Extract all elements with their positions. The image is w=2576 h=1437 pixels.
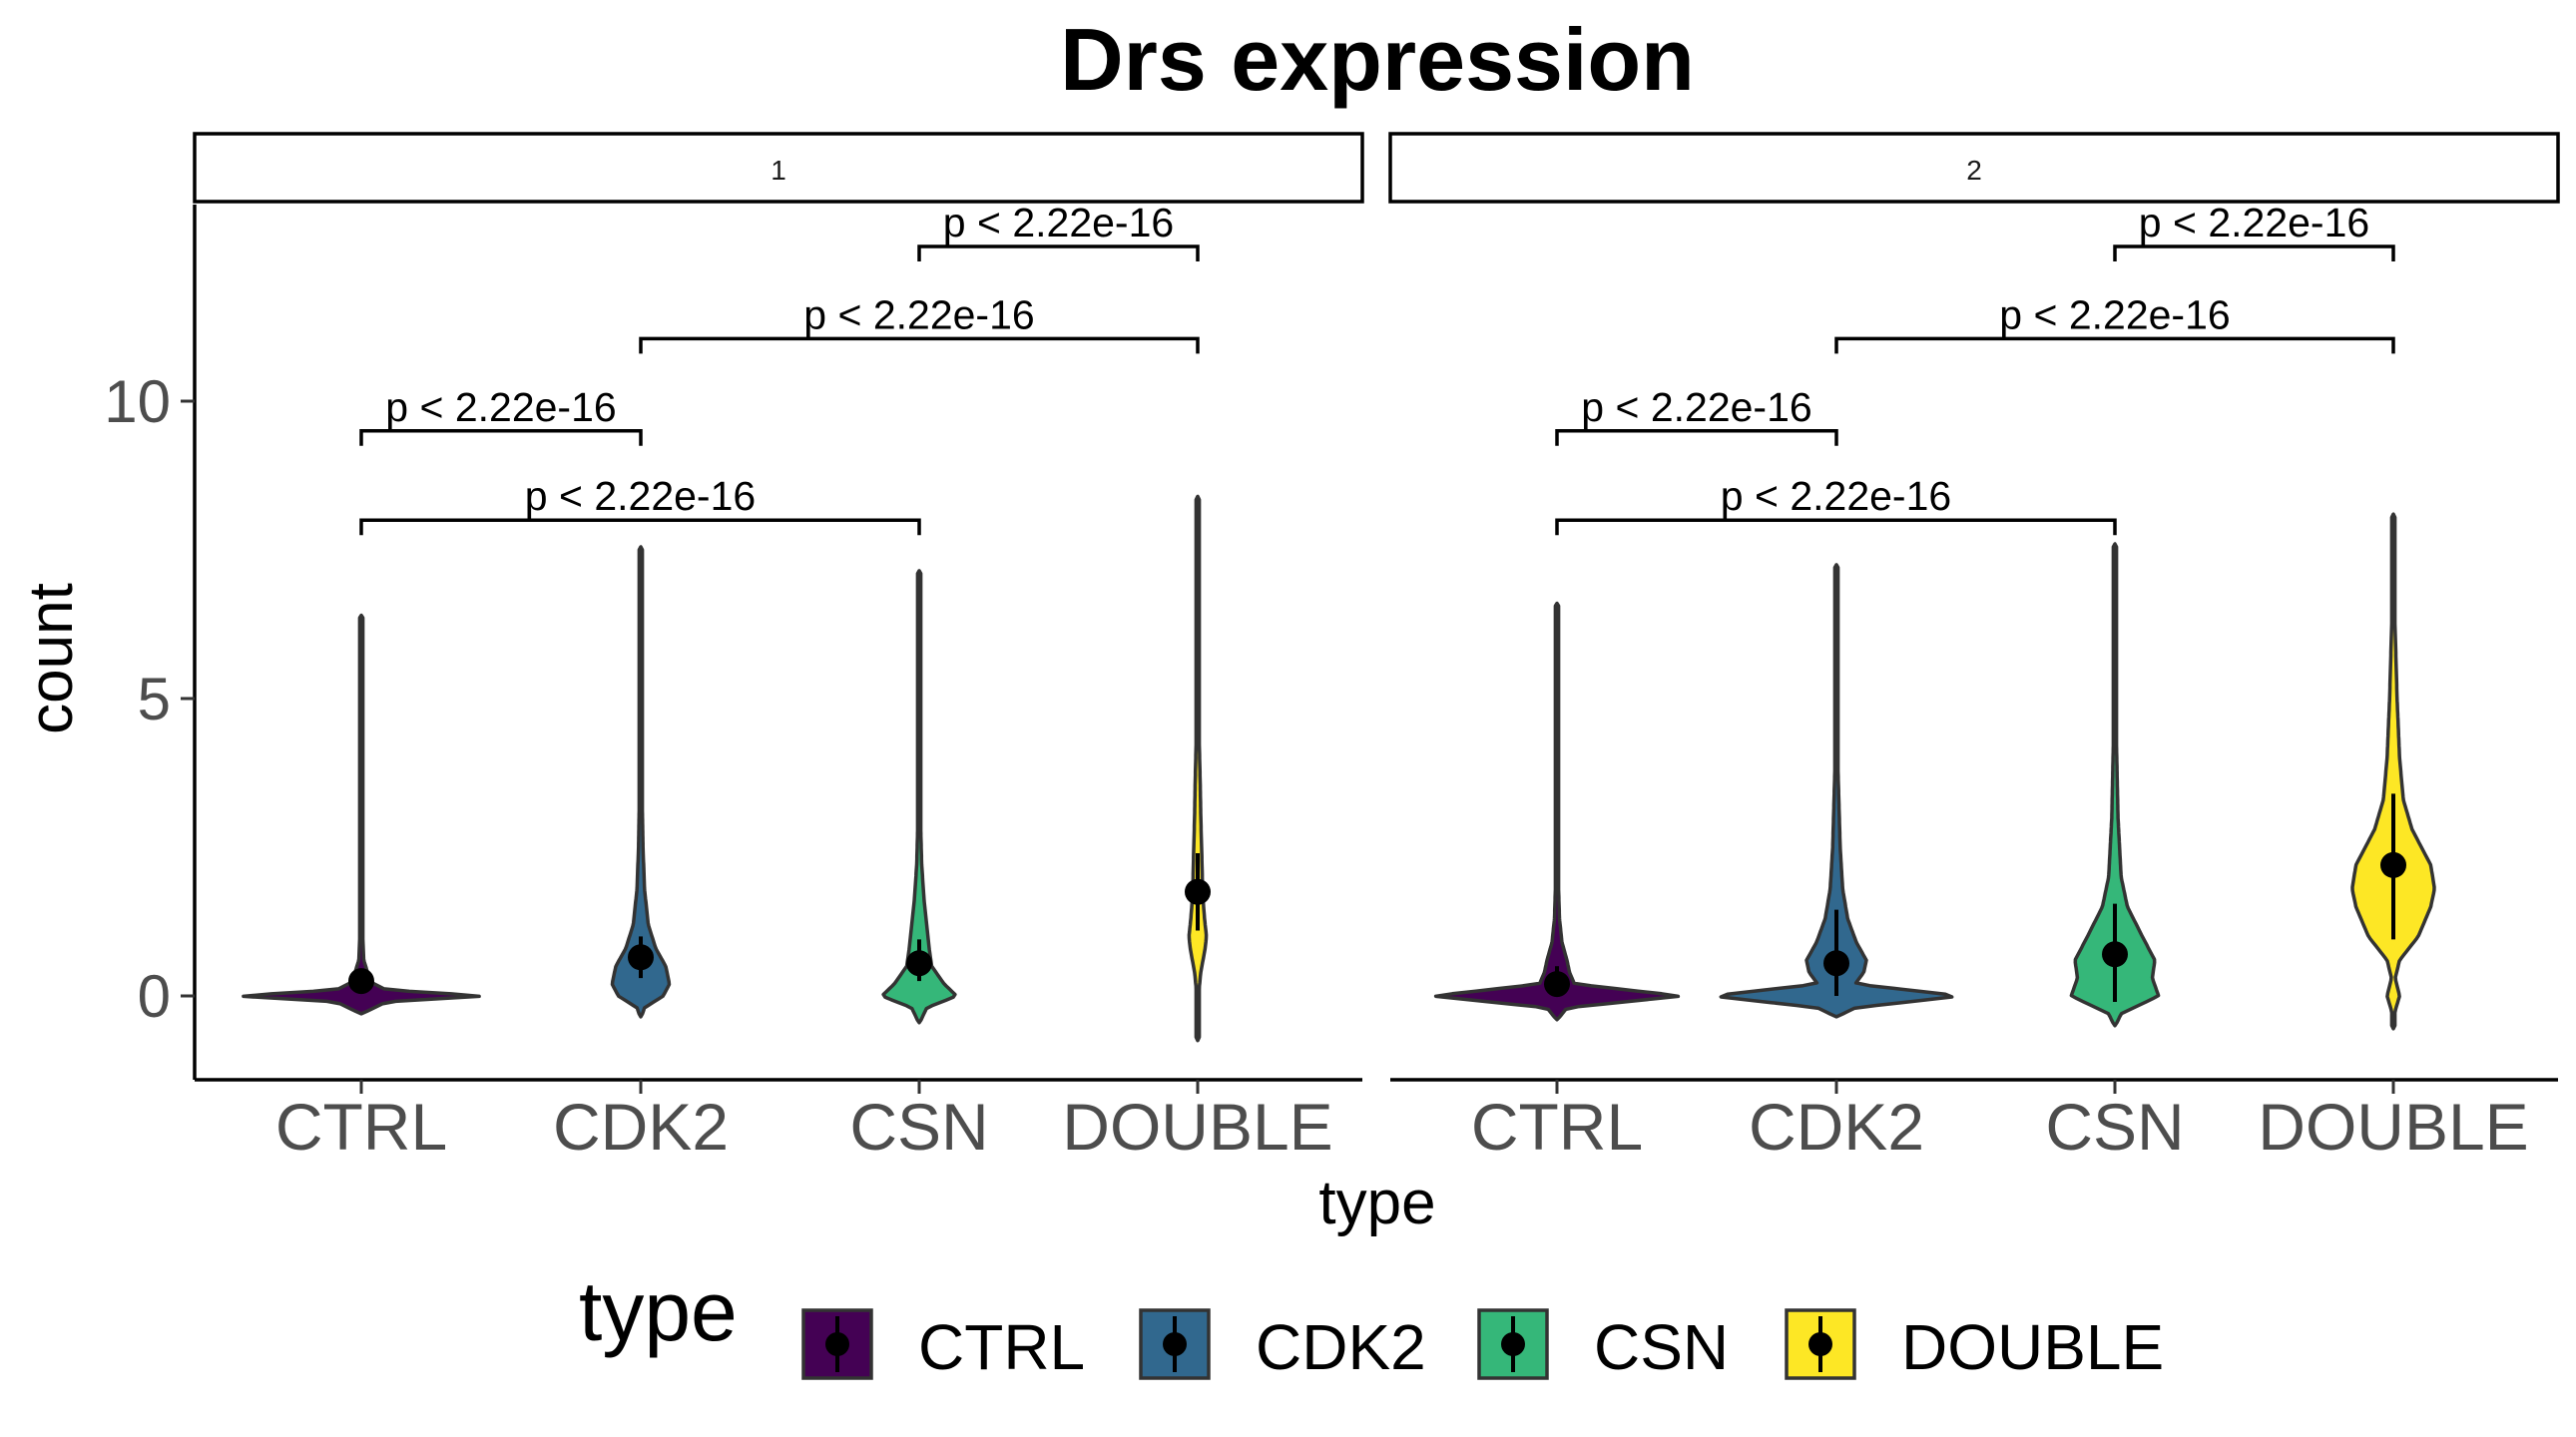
significance-bracket: [639, 336, 1200, 354]
x-tick-label: DOUBLE: [2258, 1090, 2528, 1164]
legend-title: type: [579, 1264, 738, 1358]
legend-key-double: [1785, 1308, 1856, 1380]
significance-bracket: [1555, 518, 2117, 536]
mean-point-ctrl: [348, 968, 374, 995]
x-tick-label: CSN: [2045, 1090, 2184, 1164]
legend-point: [1163, 1332, 1187, 1356]
significance-bracket: [359, 429, 643, 446]
violin-double: [2350, 512, 2436, 1031]
facet-strip: [1388, 132, 2560, 204]
violin-double: [1187, 494, 1209, 1043]
legend-point: [1808, 1332, 1832, 1356]
y-axis-label: count: [17, 583, 86, 734]
x-axis-label: type: [1318, 1169, 1435, 1237]
violin-cdk2: [1719, 563, 1954, 1019]
legend-label-double: DOUBLE: [1901, 1311, 2164, 1383]
violin-cdk2: [610, 545, 672, 1019]
y-tick-label: 10: [104, 368, 171, 435]
violin-ctrl: [242, 613, 481, 1016]
p-value-label: p < 2.22e-16: [1581, 384, 1811, 430]
legend-label-cdk2: CDK2: [1256, 1311, 1426, 1383]
significance-bracket: [917, 244, 1200, 262]
mean-point-cdk2: [628, 944, 654, 971]
mean-point-csn: [2102, 941, 2128, 968]
x-tick-label: CTRL: [275, 1090, 447, 1164]
violin-csn: [881, 569, 957, 1025]
p-value-label: p < 2.22e-16: [385, 384, 616, 430]
mean-point-double: [2380, 851, 2406, 878]
facet-strip-label: 2: [1966, 155, 1982, 186]
legend-label-ctrl: CTRL: [918, 1311, 1085, 1383]
mean-point-ctrl: [1544, 971, 1570, 998]
facet-strip-label: 1: [771, 155, 786, 186]
p-value-label: p < 2.22e-16: [2139, 200, 2369, 245]
violin-csn: [2069, 542, 2161, 1028]
legend-point: [825, 1332, 849, 1356]
facet-panel-2: 2 CTRL CDK2 CSN DOUBLE p < 2.22e-16 p < 2.22e-…: [1388, 132, 2560, 1164]
mean-point-double: [1185, 878, 1211, 905]
y-tick-label: 5: [138, 666, 171, 732]
mean-point-csn: [906, 950, 932, 977]
x-tick-label: CTRL: [1471, 1090, 1643, 1164]
chart-title: Drs expression: [1060, 10, 1695, 109]
x-tick-label: CSN: [849, 1090, 988, 1164]
legend-label-csn: CSN: [1594, 1311, 1729, 1383]
x-tick-label: DOUBLE: [1062, 1090, 1332, 1164]
facet-strip: [193, 132, 1364, 204]
violin-ctrl: [1433, 601, 1681, 1022]
legend: type CTRL CDK2 CSN DOUBLE: [579, 1264, 2164, 1383]
legend-key-csn: [1477, 1308, 1549, 1380]
x-tick-label: CDK2: [553, 1090, 729, 1164]
legend-point: [1501, 1332, 1525, 1356]
legend-key-ctrl: [801, 1308, 873, 1380]
p-value-label: p < 2.22e-16: [803, 291, 1034, 337]
x-tick-label: CDK2: [1749, 1090, 1924, 1164]
significance-bracket: [359, 518, 921, 536]
significance-bracket: [2113, 244, 2395, 262]
p-value-label: p < 2.22e-16: [1721, 473, 1951, 519]
y-tick-label: 0: [138, 963, 171, 1030]
p-value-label: p < 2.22e-16: [525, 473, 756, 519]
significance-bracket: [1834, 336, 2395, 354]
mean-point-cdk2: [1823, 950, 1849, 977]
legend-key-cdk2: [1139, 1308, 1211, 1380]
p-value-label: p < 2.22e-16: [943, 200, 1174, 245]
p-value-label: p < 2.22e-16: [1999, 291, 2230, 337]
significance-bracket: [1555, 429, 1838, 446]
